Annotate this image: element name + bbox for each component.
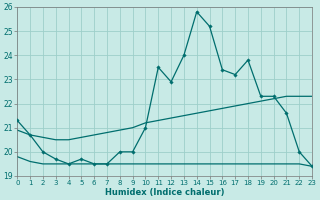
X-axis label: Humidex (Indice chaleur): Humidex (Indice chaleur) xyxy=(105,188,224,197)
